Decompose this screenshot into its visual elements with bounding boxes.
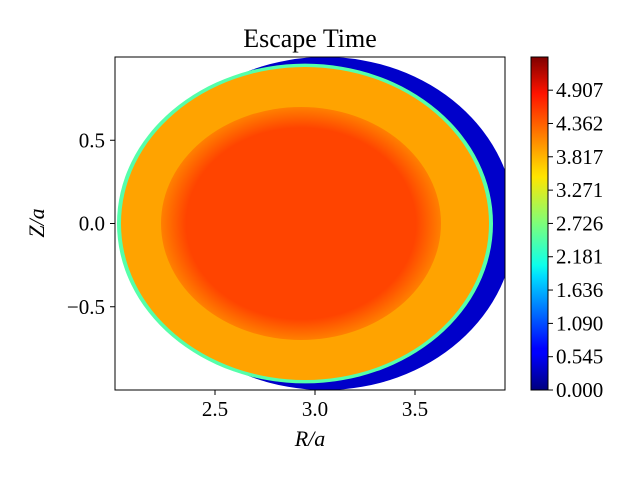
plot-area [117,57,505,390]
colorbar-tick-label: 0.545 [556,345,603,369]
region-core [161,106,441,341]
y-tick-label: −0.5 [67,295,105,319]
colorbar-tick-label: 3.817 [556,145,603,169]
colorbar-tick-label: 1.090 [556,311,603,335]
colorbar-tick-label: 1.636 [556,278,603,302]
x-tick-label: 3.0 [302,397,328,421]
x-tick-label: 3.5 [402,397,428,421]
x-axis: 2.5 3.0 3.5 [202,390,428,421]
colorbar [530,56,549,391]
colorbar-tick-label: 3.271 [556,178,603,202]
x-axis-label: R/a [294,426,326,451]
colorbar-tick-label: 0.000 [556,378,603,402]
x-tick-label: 2.5 [202,397,228,421]
y-tick-label: 0.0 [79,212,105,236]
y-axis: 0.5 0.0 −0.5 [67,128,115,319]
y-tick-label: 0.5 [79,128,105,152]
colorbar-tick-label: 4.907 [556,78,603,102]
chart-title: Escape Time [243,24,377,53]
y-axis-label: Z/a [24,208,49,237]
colorbar-tick-label: 2.181 [556,245,603,269]
colorbar-tick-label: 2.726 [556,211,603,235]
colorbar-ticks: 0.000 0.545 1.090 1.636 2.181 2.726 3.271 3.817… [548,78,603,402]
colorbar-tick-label: 4.362 [556,111,603,135]
